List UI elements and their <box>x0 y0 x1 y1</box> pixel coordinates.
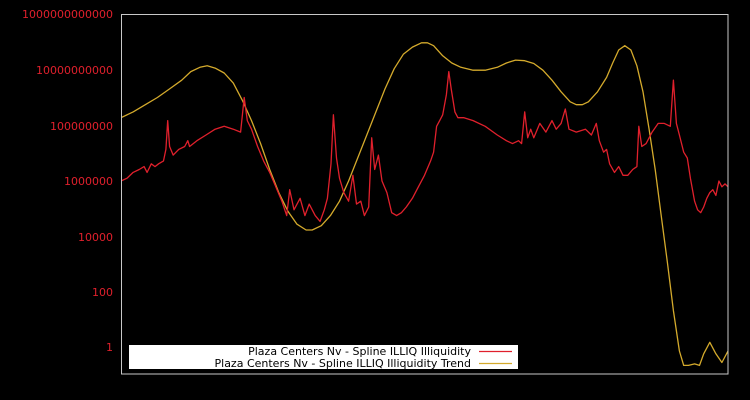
y-tick-label: 100 <box>92 286 113 299</box>
y-axis-labels: 1000000000000 10000000000 100000000 1000… <box>22 8 113 354</box>
y-tick-label: 10000000000 <box>36 64 113 77</box>
y-tick-label: 100000000 <box>50 120 113 133</box>
y-tick-label: 1 <box>106 341 113 354</box>
legend-label-trend: Plaza Centers Nv - Spline ILLIQ Illiquid… <box>215 357 472 370</box>
plot-frame <box>121 14 729 375</box>
plot-lines <box>121 42 728 367</box>
y-tick-label: 1000000 <box>64 175 113 188</box>
legend-label-illiquidity: Plaza Centers Nv - Spline ILLIQ Illiquid… <box>248 345 471 358</box>
y-tick-label: 1000000000000 <box>22 8 113 21</box>
illiquidity-line <box>121 70 728 223</box>
legend: Plaza Centers Nv - Spline ILLIQ Illiquid… <box>129 345 518 370</box>
legend-box <box>129 345 518 369</box>
y-tick-label: 10000 <box>78 231 113 244</box>
